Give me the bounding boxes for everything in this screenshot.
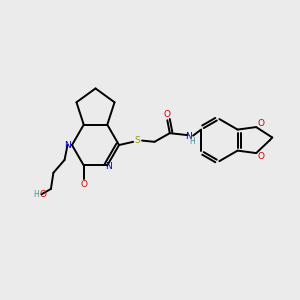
Text: H: H — [34, 190, 39, 199]
Text: H: H — [190, 137, 196, 146]
Text: N: N — [64, 140, 71, 149]
Text: N: N — [185, 132, 192, 141]
Text: O: O — [80, 180, 87, 189]
Text: O: O — [257, 119, 264, 128]
Text: S: S — [135, 136, 140, 145]
Text: O: O — [257, 152, 264, 161]
Text: O: O — [164, 110, 171, 119]
Text: O: O — [40, 190, 47, 199]
Text: N: N — [105, 162, 112, 171]
